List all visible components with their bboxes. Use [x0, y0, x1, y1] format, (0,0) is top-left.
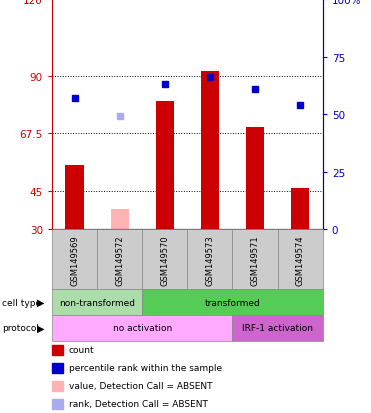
Text: GSM149569: GSM149569 — [70, 234, 79, 285]
Text: no activation: no activation — [112, 323, 172, 332]
Bar — [291, 189, 309, 230]
Text: rank, Detection Call = ABSENT: rank, Detection Call = ABSENT — [69, 399, 207, 408]
Bar — [201, 71, 219, 230]
Text: GSM149572: GSM149572 — [115, 234, 124, 285]
Text: cell type: cell type — [2, 298, 41, 307]
Text: percentile rank within the sample: percentile rank within the sample — [69, 363, 222, 372]
Text: GSM149571: GSM149571 — [250, 234, 260, 285]
Text: protocol: protocol — [2, 323, 39, 332]
Bar — [156, 102, 174, 230]
Text: value, Detection Call = ABSENT: value, Detection Call = ABSENT — [69, 382, 212, 390]
Text: IRF-1 activation: IRF-1 activation — [242, 323, 313, 332]
Text: transformed: transformed — [205, 298, 260, 307]
Text: ▶: ▶ — [37, 297, 45, 307]
Text: GSM149574: GSM149574 — [296, 234, 305, 285]
Text: GSM149570: GSM149570 — [160, 234, 169, 285]
Text: count: count — [69, 345, 94, 354]
Bar — [246, 128, 264, 230]
Text: ▶: ▶ — [37, 323, 45, 333]
Bar — [111, 209, 129, 230]
Text: GSM149573: GSM149573 — [206, 234, 214, 285]
Bar — [66, 166, 83, 230]
Text: non-transformed: non-transformed — [59, 298, 135, 307]
